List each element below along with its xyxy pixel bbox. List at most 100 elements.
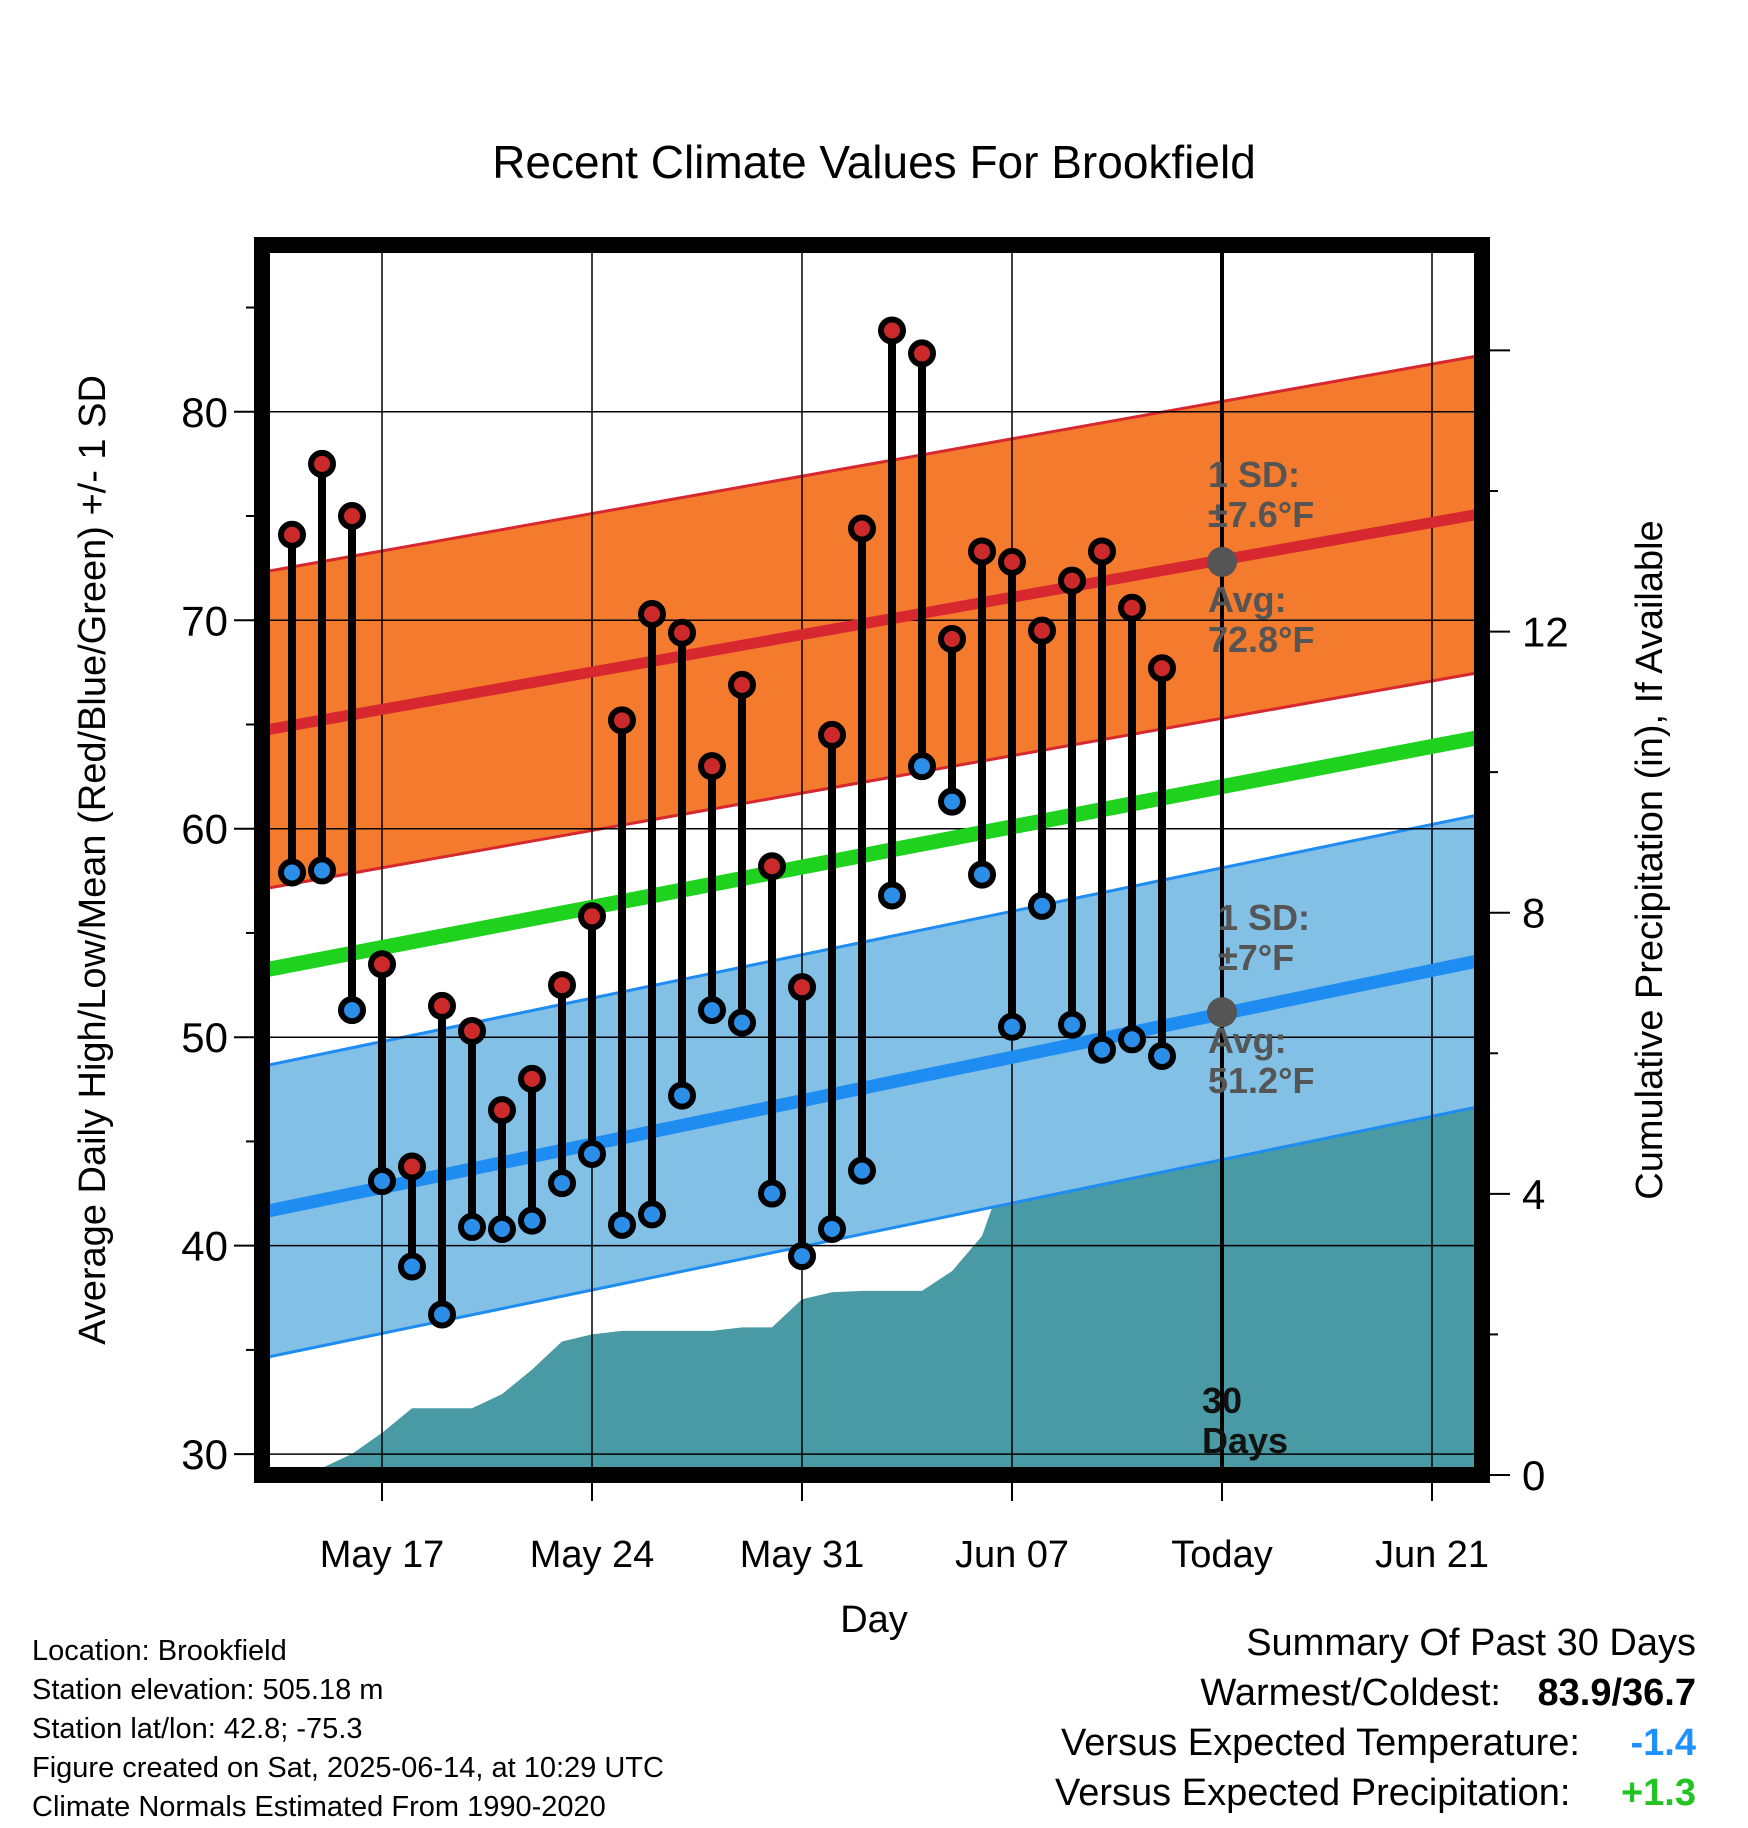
created-text: Figure created on Sat, 2025-06-14, at 10… [32,1752,664,1784]
daily-high-point [848,514,876,543]
daily-high-point [1118,593,1146,622]
daily-high-point [398,1152,426,1181]
daily-low-point [668,1081,696,1110]
warmest-value: 83.9/36.7 [1537,1672,1696,1714]
daily-high-point [998,547,1026,576]
latlon-text: Station lat/lon: 42.8; -75.3 [32,1713,363,1745]
summary-title: Summary Of Past 30 Days [1246,1622,1696,1664]
today-high-avg-marker [1207,546,1237,577]
daily-high-point [518,1064,546,1093]
daily-high-point [818,720,846,749]
daily-high-point [1181,0,1203,11]
daily-high-point [938,625,966,654]
daily-low-point [278,858,306,887]
temp-vs-expected-value: -1.4 [1630,1722,1696,1764]
daily-low-point [368,1167,396,1196]
daily-high-point [968,537,996,566]
daily-low-point [1148,1041,1176,1070]
daily-low-point [518,1206,546,1235]
daily-high-point [338,502,366,531]
daily-low-point [1028,891,1056,920]
daily-low-point [698,996,726,1025]
x-tick-label: May 17 [320,1534,445,1576]
normals-text: Climate Normals Estimated From 1990-2020 [32,1791,606,1823]
high-avg-annotation: Avg: 72.8°F [1208,579,1314,660]
daily-low-point [938,787,966,816]
daily-high-point [368,950,396,979]
daily-low-point [968,860,996,889]
daily-low-point [848,1156,876,1185]
x-tick-label: Jun 07 [955,1534,1069,1576]
avg-high-line [262,508,1482,737]
daily-high-point [308,449,336,478]
daily-high-point [458,1016,486,1045]
daily-low-point [728,1008,756,1037]
daily-low-point [308,856,336,885]
y2-tick-label: 12 [1522,609,1569,656]
days-annotation: 30 Days [1202,1380,1288,1461]
warmest-label: Warmest/Coldest: [1200,1672,1501,1714]
station-info: Location: Brookfield Station elevation: … [32,1632,664,1827]
precip-area [262,1087,1482,1475]
temp-vs-expected-label: Versus Expected Temperature: [1061,1722,1580,1764]
daily-low-point [488,1215,516,1243]
high-sd-band-lower-edge [262,670,1482,891]
precip-vs-expected-label: Versus Expected Precipitation: [1055,1772,1571,1814]
x-tick-label: Jun 21 [1375,1534,1489,1576]
daily-low-point [998,1012,1026,1041]
avg-low-line [262,953,1482,1219]
daily-high-point [278,520,306,549]
daily-low-point [758,1179,786,1208]
chart-title: Recent Climate Values For Brookfield [492,136,1256,188]
daily-low-point [788,1242,816,1271]
y2-tick-label: 8 [1522,890,1545,937]
daily-high-point [488,1096,516,1125]
daily-high-point [578,902,606,931]
daily-low-point [428,1300,456,1329]
daily-high-point [608,706,636,735]
daily-low-point [1058,1010,1086,1039]
y-axis-label: Average Daily High/Low/Mean (Red/Blue/Gr… [72,375,114,1345]
daily-high-point [638,600,666,628]
plot-area: 1 SD: ±7.6°F Avg: 72.8°F 1 SD: ±7°F Avg: 51.2°F… [262,0,1482,1475]
y-tick-label: 80 [181,389,228,436]
x-tick-label: May 24 [530,1534,655,1576]
daily-low-point [638,1200,666,1229]
low-sd-band-lower-edge [262,1104,1482,1360]
location-text: Location: Brookfield [32,1635,287,1667]
daily-low-point [908,752,936,781]
daily-low-point [548,1169,576,1198]
daily-low-point [1118,1025,1146,1054]
daily-low-point [458,1212,486,1241]
y2-tick-label: 4 [1522,1171,1545,1218]
y-tick-label: 60 [181,806,228,853]
y2-tick-label: 0 [1522,1452,1545,1499]
daily-high-point [728,670,756,699]
daily-high-point [758,852,786,881]
plot-frame [254,237,1490,1483]
summary-panel: Summary Of Past 30 Days Warmest/Coldest:… [1055,1618,1696,1818]
daily-high-point [428,991,456,1020]
daily-low-point [1181,0,1203,11]
daily-high-point [548,971,576,1000]
x-tick-label: Today [1171,1534,1272,1576]
x-tick-label: May 31 [740,1534,865,1576]
y-tick-label: 70 [181,597,228,644]
daily-high-point [788,973,816,1002]
daily-low-point [818,1215,846,1243]
daily-high-point [908,339,936,368]
daily-low-point [338,996,366,1025]
daily-high-point [1088,537,1116,566]
x-axis-label: Day [840,1599,908,1641]
daily-low-point [1088,1035,1116,1064]
low-sd-annotation: 1 SD: ±7°F [1218,897,1310,978]
daily-low-point [578,1139,606,1168]
y-tick-label: 50 [181,1014,228,1061]
daily-high-point [1058,566,1086,595]
today-low-avg-marker [1207,997,1237,1028]
high-sd-annotation: 1 SD: ±7.6°F [1208,454,1314,535]
daily-high-point [878,316,906,345]
y-tick-label: 30 [181,1431,228,1478]
daily-high-point [1148,654,1176,683]
